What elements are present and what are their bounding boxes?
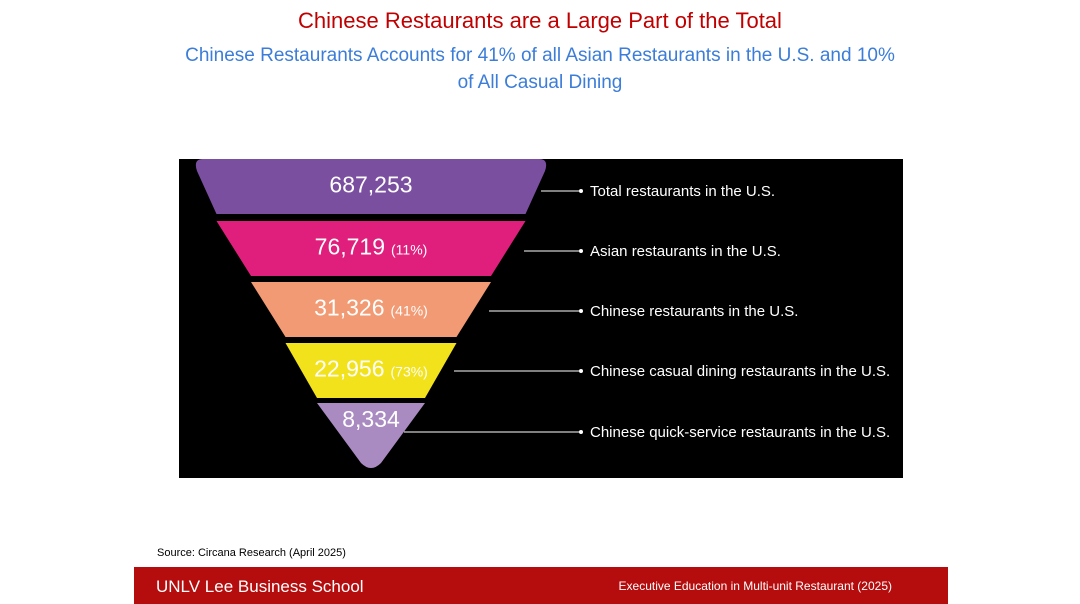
funnel-leader-dot [579,249,583,253]
funnel-leader-dot [579,430,583,434]
footer-school-name: UNLV Lee Business School [156,577,364,596]
funnel-category-label: Chinese quick-service restaurants in the… [590,424,890,441]
funnel-category-label: Chinese restaurants in the U.S. [590,303,798,320]
funnel-leader-dot [579,189,583,193]
funnel-segment [195,159,547,214]
page-subtitle: Chinese Restaurants Accounts for 41% of … [185,45,895,93]
funnel-percent-label: (41%) [391,303,428,319]
funnel-category-label: Asian restaurants in the U.S. [590,243,781,260]
funnel-leader-dot [579,369,583,373]
funnel-segment [216,221,526,276]
funnel-percent-label: (73%) [391,364,428,380]
funnel-value-label: 687,253 [329,172,412,198]
funnel-segment [285,343,457,398]
page-title: Chinese Restaurants are a Large Part of … [298,8,782,33]
source-note: Source: Circana Research (April 2025) [157,547,346,559]
funnel-percent-label: (11%) [391,242,427,258]
funnel-category-label: Total restaurants in the U.S. [590,183,775,200]
footer-bar: UNLV Lee Business School Executive Educa… [134,567,948,604]
funnel-segment [251,282,491,337]
funnel-svg: 687,253 Total restaurants in the U.S.76,7… [195,159,890,468]
funnel-chart: 687,253 Total restaurants in the U.S. 76,7… [179,159,903,478]
funnel-segment [317,403,425,468]
funnel-category-label: Chinese casual dining restaurants in the… [590,363,890,380]
footer-program-name: Executive Education in Multi-unit Restau… [618,579,892,593]
funnel-value-label: 8,334 [342,406,400,432]
funnel-leader-dot [579,309,583,313]
